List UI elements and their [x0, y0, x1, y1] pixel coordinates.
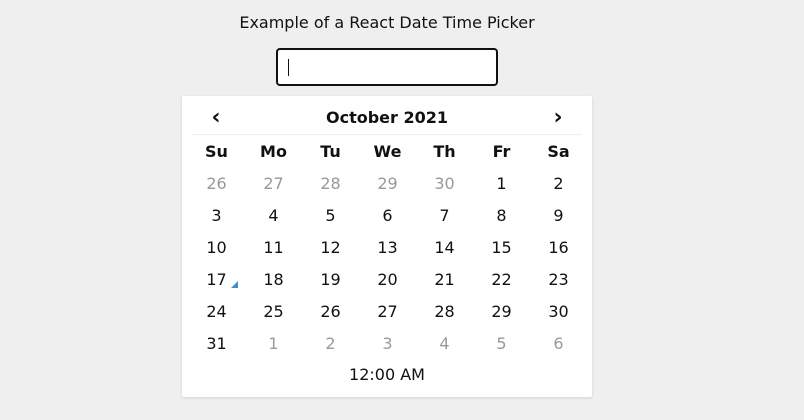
week-row: 10 11 12 13 14 15 16 [188, 231, 587, 263]
day-cell[interactable]: 23 [548, 269, 569, 289]
day-cell[interactable]: 20 [377, 269, 398, 289]
day-cell[interactable]: 12 [320, 237, 341, 257]
week-row: 3 4 5 6 7 8 9 [188, 199, 587, 231]
weekday-header: Tu [320, 141, 341, 161]
day-cell[interactable]: 28 [434, 301, 455, 321]
day-cell[interactable]: 5 [325, 205, 336, 225]
day-cell[interactable]: 30 [434, 173, 455, 193]
day-cell[interactable]: 4 [268, 205, 279, 225]
day-cell[interactable]: 21 [434, 269, 455, 289]
month-switch[interactable]: October 2021 [325, 108, 449, 127]
day-cell[interactable]: 27 [263, 173, 284, 193]
day-cell[interactable]: 30 [548, 301, 569, 321]
day-cell[interactable]: 3 [211, 205, 222, 225]
day-cell[interactable]: 27 [377, 301, 398, 321]
day-cell[interactable]: 9 [553, 205, 564, 225]
day-cell[interactable]: 6 [553, 333, 564, 353]
day-cell[interactable]: 1 [496, 173, 507, 193]
day-cell[interactable]: 7 [439, 205, 450, 225]
day-cell[interactable]: 19 [320, 269, 341, 289]
day-cell[interactable]: 29 [491, 301, 512, 321]
day-cell[interactable]: 2 [325, 333, 336, 353]
day-cell[interactable]: 11 [263, 237, 284, 257]
day-cell[interactable]: 25 [263, 301, 284, 321]
day-cell[interactable]: 24 [206, 301, 227, 321]
weekday-header: Mo [260, 141, 287, 161]
day-cell[interactable]: 28 [320, 173, 341, 193]
day-cell[interactable]: 18 [263, 269, 284, 289]
day-cell[interactable]: 6 [382, 205, 393, 225]
days-body: 26 27 28 29 30 1 2 3 4 5 6 7 8 9 10 11 12 13 14 15 16 17 18 19 2… [188, 167, 587, 359]
weekday-row: Su Mo Tu We Th Fr Sa [188, 135, 587, 167]
weekday-header: We [373, 141, 402, 161]
datetime-picker: ‹ October 2021 › Su Mo Tu We Th Fr Sa 26 27 28 29… [182, 96, 592, 397]
day-cell[interactable]: 29 [377, 173, 398, 193]
day-cell[interactable]: 8 [496, 205, 507, 225]
day-cell[interactable]: 13 [377, 237, 398, 257]
week-row: 17 18 19 20 21 22 23 [188, 263, 587, 295]
day-cell[interactable]: 16 [548, 237, 569, 257]
weekday-header: Fr [492, 141, 511, 161]
day-cell[interactable]: 22 [491, 269, 512, 289]
week-row: 24 25 26 27 28 29 30 [188, 295, 587, 327]
day-cell[interactable]: 26 [206, 173, 227, 193]
day-cell[interactable]: 26 [320, 301, 341, 321]
day-cell[interactable]: 14 [434, 237, 455, 257]
weekday-header: Sa [547, 141, 570, 161]
picker-header: ‹ October 2021 › [192, 102, 582, 135]
date-input[interactable] [276, 48, 498, 86]
day-cell[interactable]: 5 [496, 333, 507, 353]
day-cell-today[interactable]: 17 [188, 263, 245, 295]
day-cell[interactable]: 15 [491, 237, 512, 257]
day-cell[interactable]: 4 [439, 333, 450, 353]
calendar-grid: Su Mo Tu We Th Fr Sa 26 27 28 29 30 1 2 3 4 5 6 7 8 9 10 11 12… [188, 135, 587, 359]
page-title: Example of a React Date Time Picker [239, 13, 535, 32]
text-caret [288, 59, 289, 76]
next-month-button[interactable]: › [553, 105, 563, 130]
day-cell[interactable]: 31 [206, 333, 227, 353]
day-cell[interactable]: 1 [268, 333, 279, 353]
day-cell[interactable]: 2 [553, 173, 564, 193]
previous-month-button[interactable]: ‹ [211, 105, 221, 130]
day-cell[interactable]: 10 [206, 237, 227, 257]
weekday-header: Th [433, 141, 456, 161]
weekday-header: Su [205, 141, 228, 161]
day-cell[interactable]: 3 [382, 333, 393, 353]
week-row: 26 27 28 29 30 1 2 [188, 167, 587, 199]
time-toggle[interactable]: 12:00 AM [349, 365, 425, 384]
week-row: 31 1 2 3 4 5 6 [188, 327, 587, 359]
